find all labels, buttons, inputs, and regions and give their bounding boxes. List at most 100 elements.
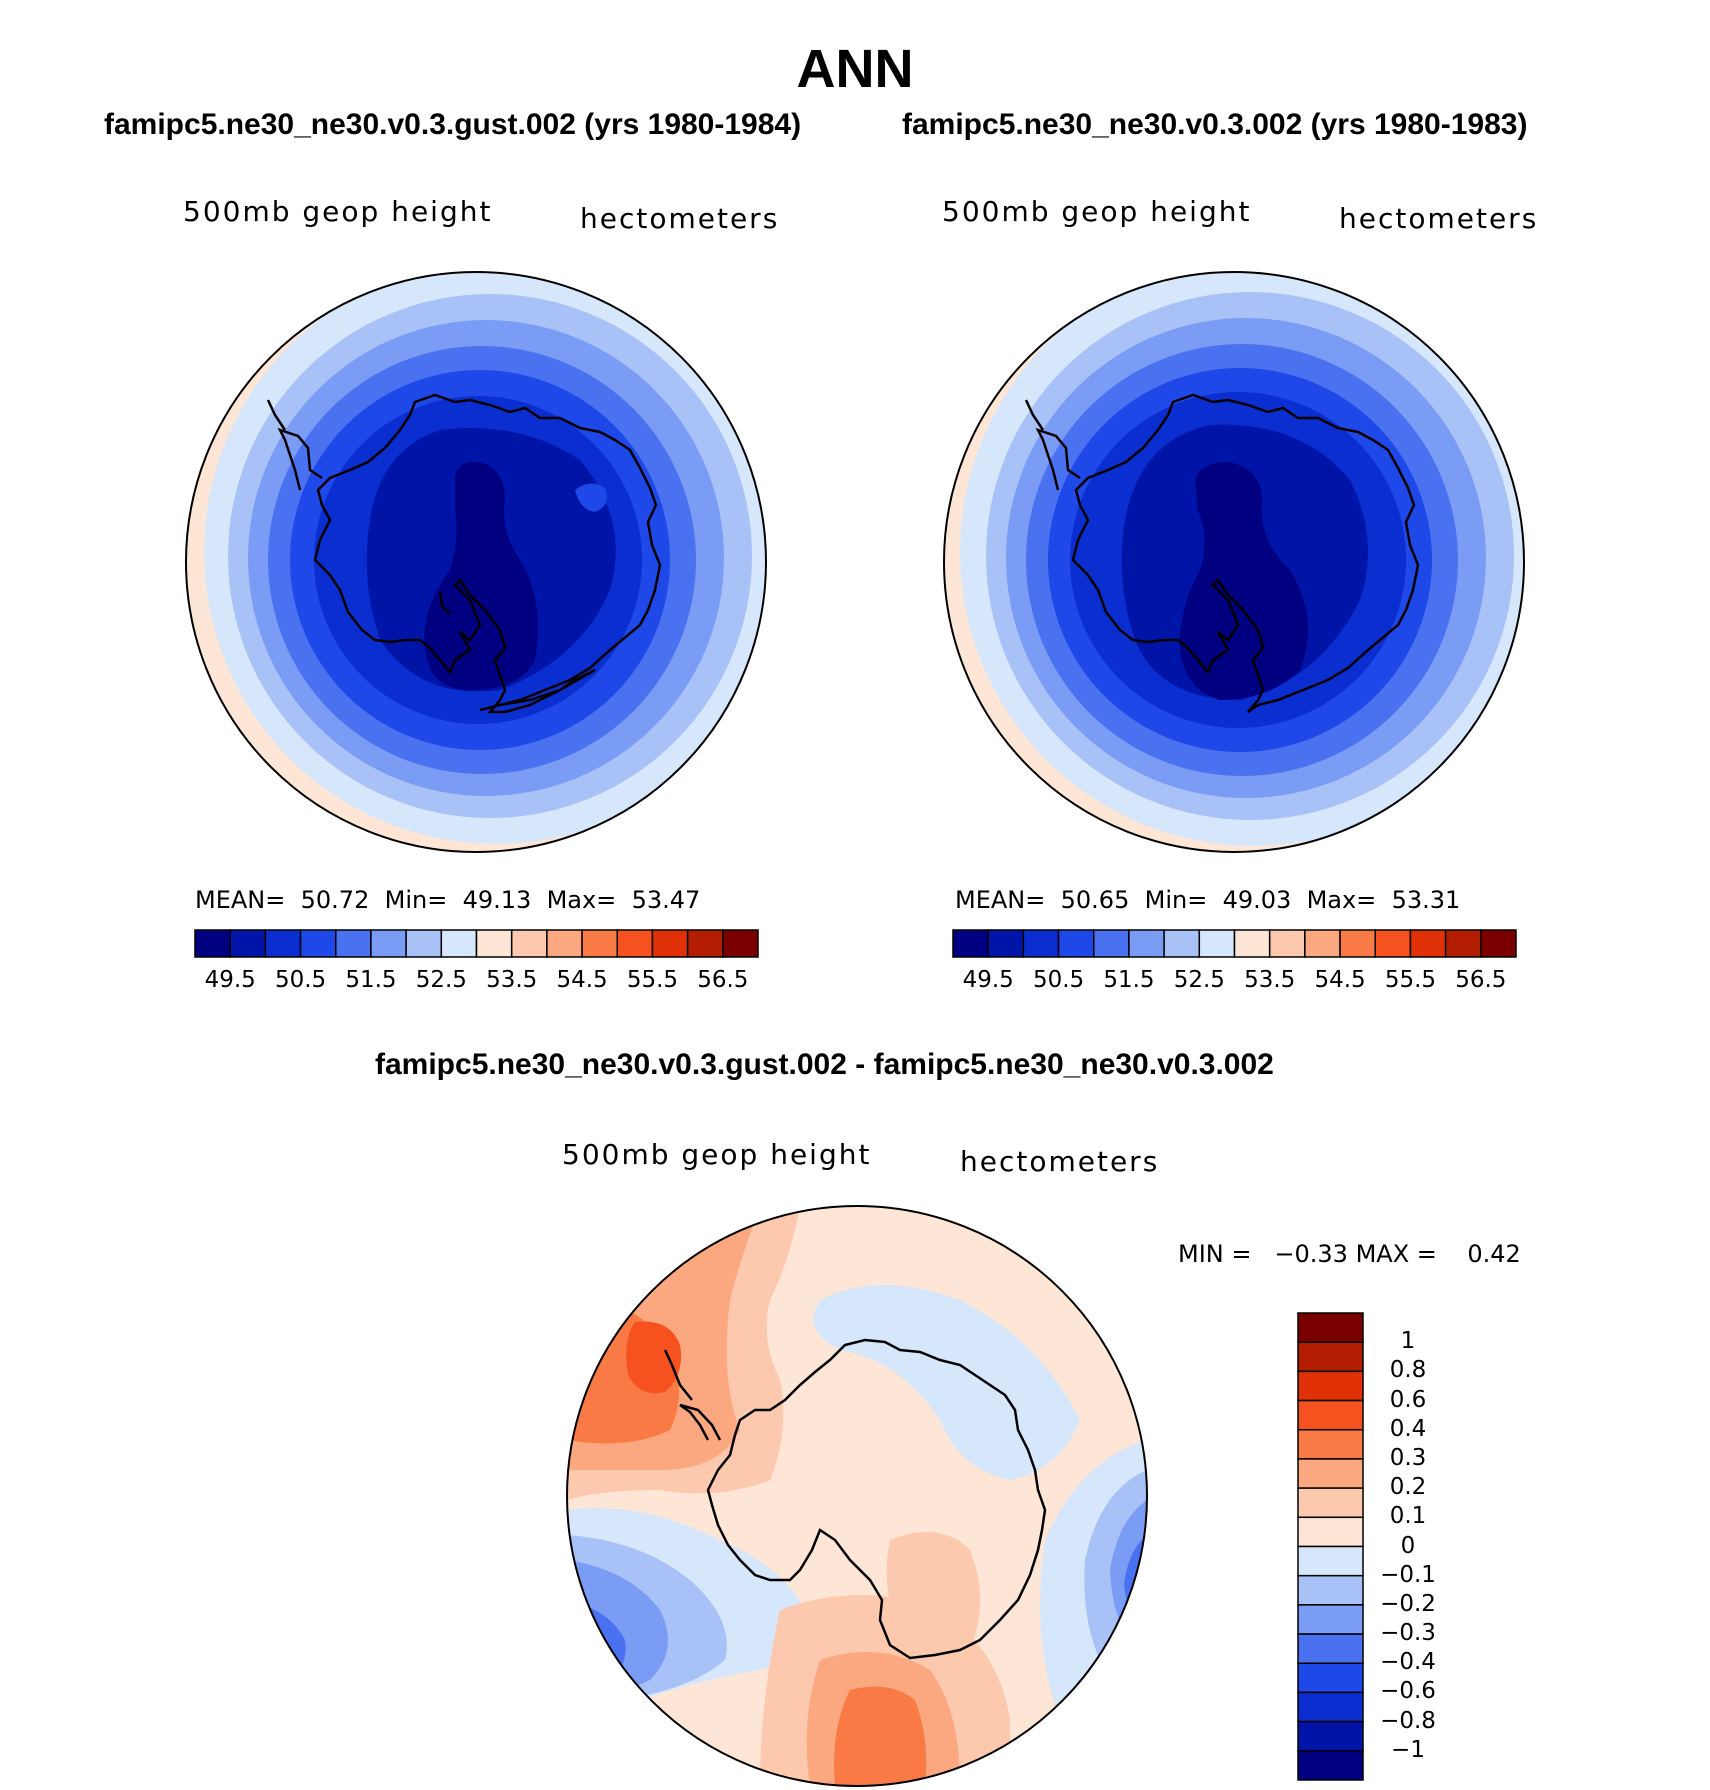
colorbar-tick-label: −1 bbox=[1391, 1736, 1425, 1763]
colorbar-swatch bbox=[1297, 1750, 1364, 1781]
colorbar-swatch bbox=[1297, 1662, 1364, 1694]
panel1-case-title: famipc5.ne30_ne30.v0.3.gust.002 (yrs 198… bbox=[104, 108, 802, 141]
min-value: 49.13 bbox=[462, 886, 532, 914]
colorbar-tick-label: 50.5 bbox=[1032, 967, 1085, 993]
colorbar-tick-label: 54.5 bbox=[556, 967, 608, 993]
colorbar-swatch bbox=[1297, 1341, 1364, 1373]
diff-map bbox=[566, 1205, 1148, 1787]
colorbar-swatch bbox=[1339, 929, 1376, 958]
diff-units-label: hectometers bbox=[960, 1145, 1160, 1178]
colorbar-swatch bbox=[475, 929, 513, 958]
colorbar-tick-label: −0.3 bbox=[1380, 1620, 1436, 1647]
colorbar-swatch bbox=[1297, 1604, 1364, 1635]
min-label: Min= bbox=[1144, 886, 1208, 914]
colorbar-tick-label: 0.6 bbox=[1389, 1386, 1427, 1413]
colorbar-swatch bbox=[1297, 1516, 1364, 1548]
colorbar-swatch bbox=[194, 929, 231, 958]
colorbar-tick-label: −0.2 bbox=[1380, 1590, 1436, 1617]
contour-band bbox=[575, 483, 608, 512]
contour-band bbox=[834, 1686, 927, 1786]
colorbar-swatch bbox=[1297, 1545, 1364, 1577]
colorbar-swatch bbox=[546, 929, 583, 958]
coastline bbox=[266, 393, 662, 714]
coastline bbox=[1024, 393, 1420, 714]
max-label: Max= bbox=[1306, 886, 1377, 914]
max-value: 53.31 bbox=[1391, 886, 1461, 914]
colorbar-tick-label: 0.2 bbox=[1389, 1474, 1427, 1501]
colorbar-swatch bbox=[1297, 1370, 1364, 1402]
diff-colorbar bbox=[1297, 1312, 1364, 1781]
panel2-colorbar bbox=[952, 929, 1517, 958]
colorbar-swatch bbox=[1233, 929, 1271, 958]
colorbar-tick-label: 53.5 bbox=[1244, 967, 1296, 993]
colorbar-tick-label: 0.8 bbox=[1389, 1357, 1427, 1384]
colorbar-swatch bbox=[299, 929, 337, 958]
colorbar-swatch bbox=[370, 929, 407, 958]
colorbar-swatch bbox=[1057, 929, 1095, 958]
colorbar-swatch bbox=[987, 929, 1025, 958]
colorbar-tick-label: −0.8 bbox=[1380, 1707, 1436, 1734]
diff-case-title: famipc5.ne30_ne30.v0.3.gust.002 - famipc… bbox=[375, 1048, 1274, 1081]
panel1-variable-label: 500mb geop height bbox=[183, 195, 493, 228]
min-label: MIN = bbox=[1178, 1240, 1252, 1268]
min-label: Min= bbox=[384, 886, 448, 914]
map-boundary bbox=[185, 271, 767, 853]
colorbar-swatch bbox=[510, 929, 548, 958]
colorbar-tick-label: 55.5 bbox=[1384, 967, 1437, 993]
colorbar-swatch bbox=[722, 929, 759, 958]
colorbar-tick-label: 56.5 bbox=[1455, 967, 1507, 993]
contour-band bbox=[1179, 462, 1308, 700]
colorbar-swatch bbox=[1163, 929, 1201, 958]
colorbar-tick-label: 49.5 bbox=[204, 967, 256, 993]
panel2-case-title: famipc5.ne30_ne30.v0.3.002 (yrs 1980-198… bbox=[902, 108, 1528, 141]
max-value: 53.47 bbox=[631, 886, 701, 914]
colorbar-swatch bbox=[440, 929, 478, 958]
coastline bbox=[663, 1338, 1047, 1660]
map-boundary bbox=[943, 271, 1525, 853]
colorbar-tick-label: 0.1 bbox=[1389, 1503, 1427, 1530]
colorbar-swatch bbox=[229, 929, 267, 958]
colorbar-swatch bbox=[1304, 929, 1341, 958]
max-label: Max= bbox=[546, 886, 617, 914]
colorbar-swatch bbox=[1297, 1487, 1364, 1519]
colorbar-swatch bbox=[1022, 929, 1060, 958]
colorbar-swatch bbox=[1297, 1633, 1364, 1664]
colorbar-swatch bbox=[952, 929, 989, 958]
colorbar-tick-label: 51.5 bbox=[345, 967, 397, 993]
colorbar-tick-label: −0.6 bbox=[1380, 1678, 1436, 1705]
colorbar-swatch bbox=[1444, 929, 1482, 958]
map-boundary bbox=[566, 1205, 1148, 1787]
figure-title: ANN bbox=[796, 39, 914, 99]
colorbar-tick-label: 0 bbox=[1400, 1532, 1416, 1559]
colorbar-swatch bbox=[686, 929, 724, 958]
colorbar-tick-label: 55.5 bbox=[626, 967, 679, 993]
colorbar-swatch bbox=[405, 929, 443, 958]
max-label: MAX = bbox=[1355, 1240, 1437, 1268]
colorbar-swatch bbox=[264, 929, 302, 958]
colorbar-tick-label: 53.5 bbox=[486, 967, 538, 993]
panel2-stats: MEAN= 50.65 Min= 49.03 Max= 53.31 bbox=[955, 886, 1460, 914]
colorbar-swatch bbox=[1268, 929, 1306, 958]
colorbar-swatch bbox=[1409, 929, 1447, 958]
colorbar-swatch bbox=[616, 929, 654, 958]
colorbar-swatch bbox=[1297, 1574, 1364, 1606]
colorbar-swatch bbox=[335, 929, 372, 958]
panel1-colorbar bbox=[194, 929, 759, 958]
panel1-units-label: hectometers bbox=[580, 202, 780, 235]
colorbar-tick-label: 49.5 bbox=[962, 967, 1014, 993]
panel2-map bbox=[943, 271, 1525, 853]
colorbar-swatch bbox=[1297, 1429, 1364, 1460]
panel2-units-label: hectometers bbox=[1339, 202, 1539, 235]
colorbar-swatch bbox=[1297, 1720, 1364, 1752]
contour-band bbox=[886, 1532, 980, 1653]
colorbar-swatch bbox=[1374, 929, 1412, 958]
diff-stats: MIN = −0.33 MAX = 0.42 bbox=[1178, 1240, 1521, 1268]
colorbar-tick-label: 51.5 bbox=[1103, 967, 1155, 993]
diff-variable-label: 500mb geop height bbox=[562, 1138, 872, 1171]
colorbar-tick-label: 0.4 bbox=[1389, 1415, 1427, 1442]
panel2-variable-label: 500mb geop height bbox=[942, 195, 1252, 228]
contour-band bbox=[813, 1285, 1080, 1480]
colorbar-swatch bbox=[1480, 929, 1517, 958]
contour-band bbox=[424, 461, 538, 690]
